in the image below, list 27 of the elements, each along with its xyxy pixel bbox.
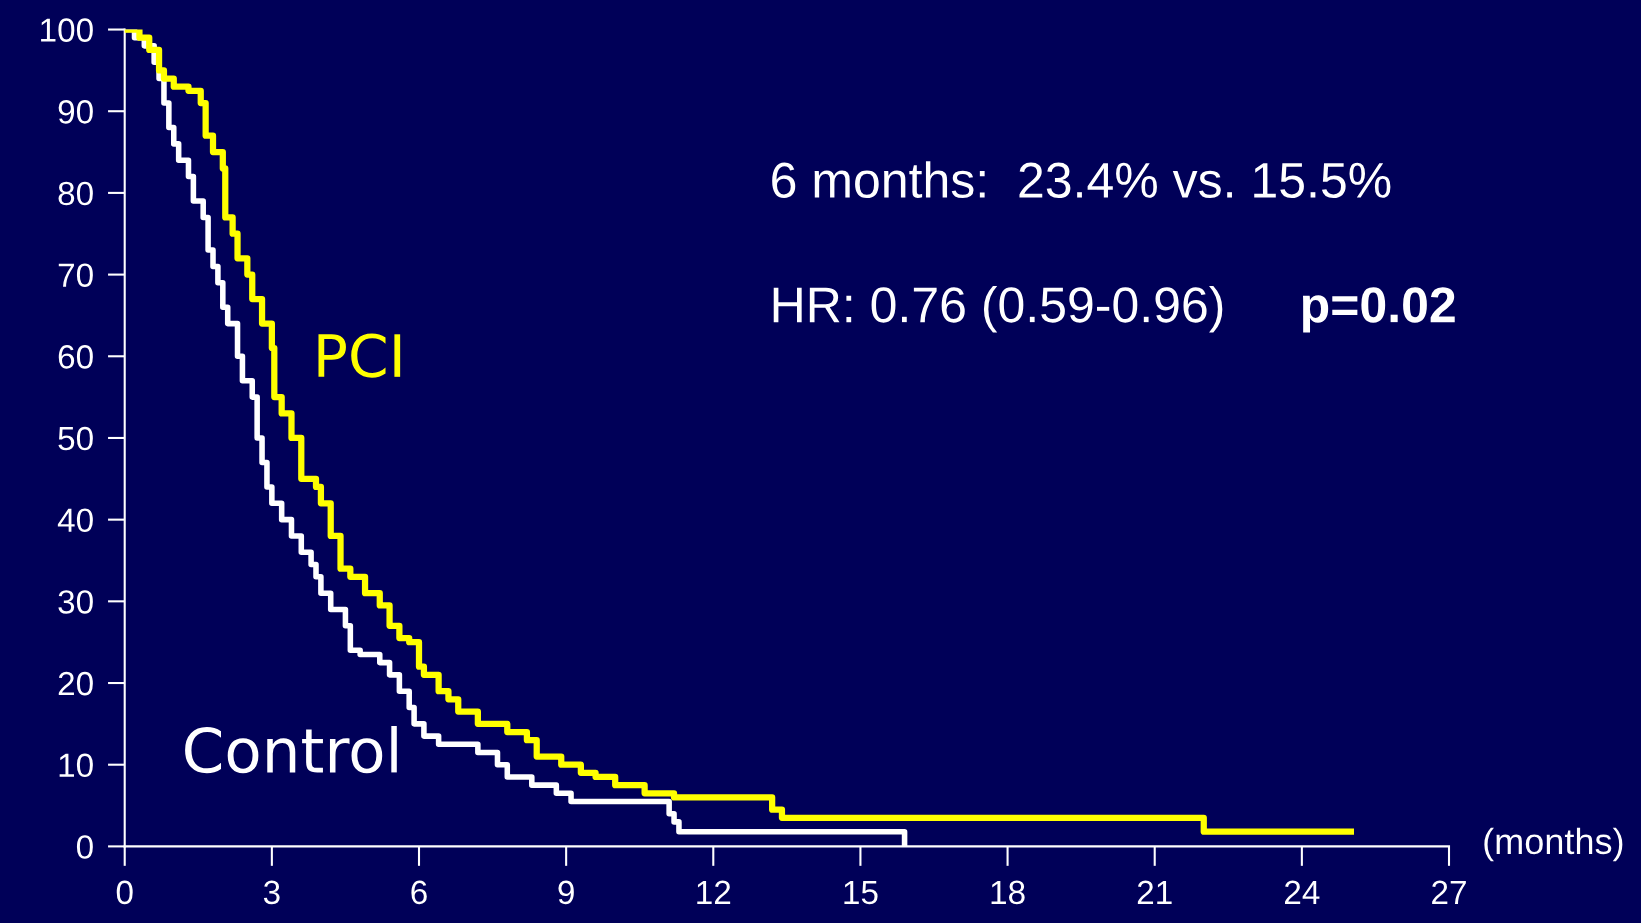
y-tick-label: 30 — [58, 590, 93, 614]
y-tick-label: 50 — [58, 426, 93, 451]
y-tick-label: 80 — [58, 181, 93, 206]
y-tick-label: 90 — [58, 100, 93, 124]
x-tick-label: 21 — [1137, 880, 1172, 904]
y-tick-label: 20 — [58, 671, 93, 696]
x-tick-label: 12 — [697, 880, 731, 904]
y-tick-label: 10 — [59, 753, 93, 778]
annotation: 6 months: 23.4% vs. 15.5% — [772, 161, 1391, 199]
x-tick-label: 3 — [263, 880, 280, 905]
y-tick-label: 100 — [41, 18, 93, 42]
series-label: PCI — [318, 333, 401, 378]
x-tick-label: 18 — [991, 880, 1025, 905]
y-tick-label: 40 — [57, 508, 93, 533]
y-tick-label: 0 — [76, 835, 93, 859]
x-tick-label: 0 — [116, 880, 133, 905]
annotation: p=0.02 — [1302, 287, 1455, 333]
y-tick-label: 60 — [58, 345, 93, 369]
x-tick-label: 27 — [1432, 880, 1466, 904]
annotation: HR: 0.76 (0.59-0.96) — [773, 285, 1223, 333]
x-tick-label: 6 — [411, 880, 427, 905]
x-tick-label: 15 — [844, 880, 878, 905]
legend-label: Control — [185, 725, 397, 774]
x-axis-title: (months) — [1484, 827, 1623, 862]
x-tick-label: 24 — [1285, 880, 1320, 904]
y-tick-label: 70 — [58, 263, 93, 287]
x-tick-label: 9 — [558, 880, 574, 905]
